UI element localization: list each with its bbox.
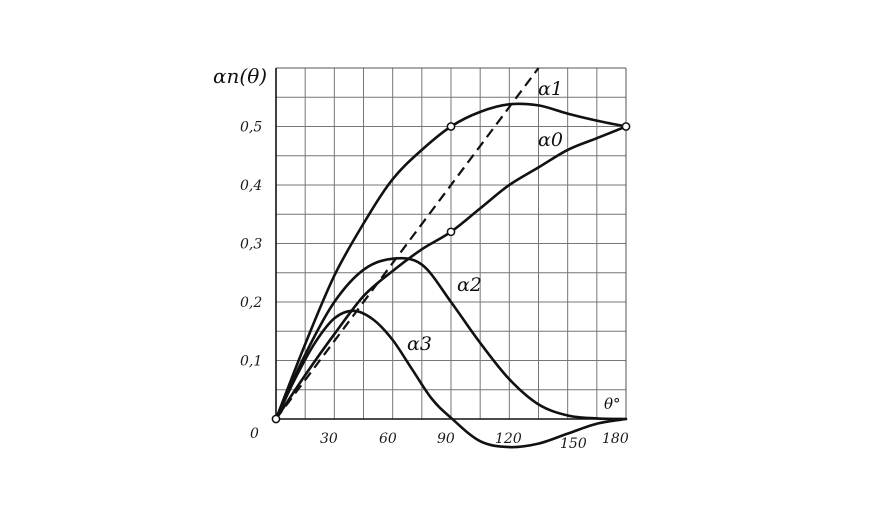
markers [271,122,631,424]
x-tick-90: 90 [437,431,455,447]
labels: 0 30 60 90 120 150 180 0,1 0,2 0,3 0,4 0,5 αn(θ) θ° α1… [213,64,629,452]
y-tick-label: 0,2 [240,295,262,311]
y-tick-label: 0,3 [240,237,262,253]
series-label-alpha-3: α3 [407,333,432,355]
x-tick-180: 180 [602,431,629,447]
x-tick-60: 60 [379,431,397,447]
series-label-alpha-0: α0 [538,129,563,151]
series-line-dashed [275,67,540,420]
series-line-3 [274,256,628,421]
series-line-4 [274,309,628,449]
point-marker [446,227,456,237]
y-tick-label: 0,5 [240,120,262,136]
y-tick-label: 0,4 [240,178,262,194]
x-axis-label: θ° [604,395,621,413]
point-marker [446,122,456,131]
point-marker [271,414,281,424]
series-label-alpha-1: α1 [538,78,563,100]
x-tick-150: 150 [560,436,587,452]
y-tick-label: 0,1 [240,354,262,370]
grid [275,67,627,420]
point-marker [621,122,631,131]
x-tick-30: 30 [320,431,338,447]
x-tick-120: 120 [495,431,522,447]
y-axis-label: αn(θ) [213,64,267,88]
series-label-alpha-2: α2 [457,274,482,296]
x-tick-0: 0 [250,426,259,442]
